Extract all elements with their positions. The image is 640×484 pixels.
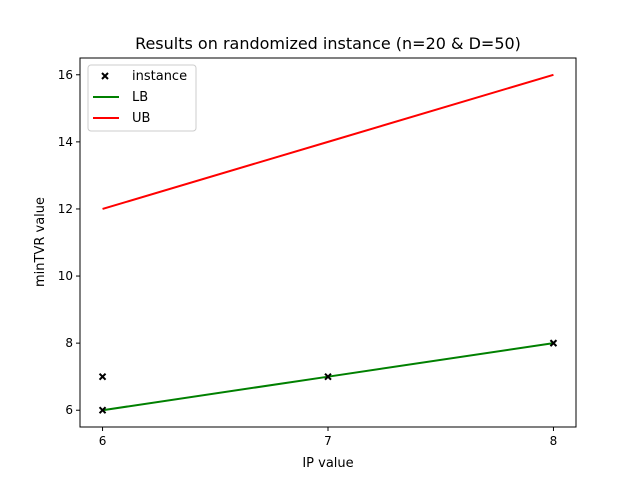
legend-box: [87, 64, 197, 132]
scatter-point-1: [98, 406, 107, 414]
y-tick-label: 16: [58, 68, 73, 82]
scatter-point-4: [549, 339, 558, 347]
x-axis-label: IP value: [302, 456, 353, 471]
chart-title: Results on randomized instance (n=20 & D…: [135, 34, 521, 53]
legend-label-lb: LB: [132, 90, 148, 105]
x-tick-label: 7: [324, 434, 332, 448]
y-tick-label: 10: [58, 269, 73, 283]
legend-label-instance: instance: [132, 69, 187, 84]
legend: instance LB UB: [87, 64, 197, 132]
series-line-ub: [102, 73, 554, 210]
scatter-point-2: [98, 372, 107, 381]
plot-area: [98, 73, 558, 414]
y-tick-label: 8: [65, 336, 73, 350]
x-tick-label: 6: [99, 434, 107, 448]
y-tick-label: 6: [65, 403, 73, 417]
y-tick-label: 14: [58, 135, 73, 149]
legend-label-ub: UB: [132, 111, 150, 126]
y-axis-label: minTVR value: [33, 197, 48, 287]
x-tick-label: 8: [550, 434, 558, 448]
y-tick-label: 12: [58, 202, 73, 216]
scatter-point-3: [324, 372, 332, 381]
axes: 6 7 8 6 8 10 12 14 16: [58, 57, 577, 448]
legend-marker-instance: [101, 72, 109, 80]
